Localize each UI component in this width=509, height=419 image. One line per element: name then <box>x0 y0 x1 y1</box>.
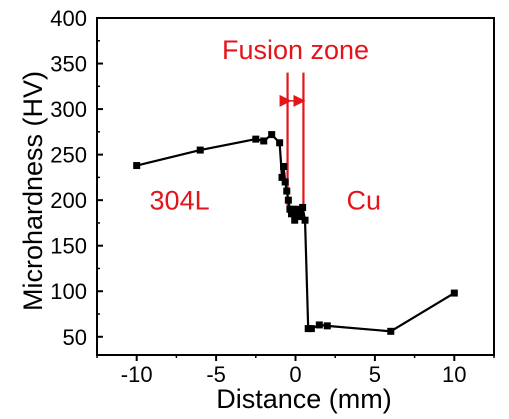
left-material-label: 304L <box>150 185 210 215</box>
y-tick-label: 300 <box>50 97 87 122</box>
data-point <box>294 205 302 213</box>
data-point <box>281 178 289 186</box>
data-point <box>315 321 323 329</box>
data-point <box>297 209 305 217</box>
y-tick-label: 100 <box>50 279 87 304</box>
data-point <box>450 289 458 297</box>
data-point <box>289 205 297 213</box>
data-point <box>323 322 331 330</box>
x-tick-label: 0 <box>289 362 301 387</box>
data-point <box>295 213 303 221</box>
right-material-label: Cu <box>347 185 382 215</box>
hardness-series-line <box>136 133 455 333</box>
y-tick-label: 350 <box>50 52 87 77</box>
y-tick-label: 250 <box>50 143 87 168</box>
data-point <box>283 187 291 195</box>
data-point <box>280 162 288 170</box>
y-axis-label: Microhardness (HV) <box>18 71 48 311</box>
data-point <box>276 139 284 147</box>
x-axis-label: Distance (mm) <box>216 384 392 414</box>
axes: -10 -5 0 5 10 50 100 150 200 250 300 350 400 <box>50 6 495 387</box>
series-layer <box>133 131 458 335</box>
data-point <box>299 203 307 211</box>
fusion-zone-label: Fusion zone <box>222 35 369 65</box>
x-tick-label: -5 <box>206 362 226 387</box>
data-point <box>133 162 141 170</box>
data-point <box>260 137 268 145</box>
data-point <box>278 173 286 181</box>
x-tick-label: -10 <box>121 362 153 387</box>
data-point <box>307 325 315 333</box>
data-point <box>387 327 395 335</box>
data-point <box>288 210 296 218</box>
y-tick-label: 200 <box>50 188 87 213</box>
data-point <box>301 216 309 224</box>
data-point <box>268 131 276 139</box>
data-point <box>252 135 260 143</box>
y-tick-label: 150 <box>50 234 87 259</box>
annotations-layer: Fusion zone 304L Cu <box>150 35 382 215</box>
x-tick-label: 10 <box>442 362 466 387</box>
x-tick-label: 5 <box>369 362 381 387</box>
data-point <box>196 146 204 154</box>
y-tick-label: 50 <box>63 325 87 350</box>
y-tick-label: 400 <box>50 6 87 31</box>
data-point <box>291 216 299 224</box>
data-point <box>284 196 292 204</box>
